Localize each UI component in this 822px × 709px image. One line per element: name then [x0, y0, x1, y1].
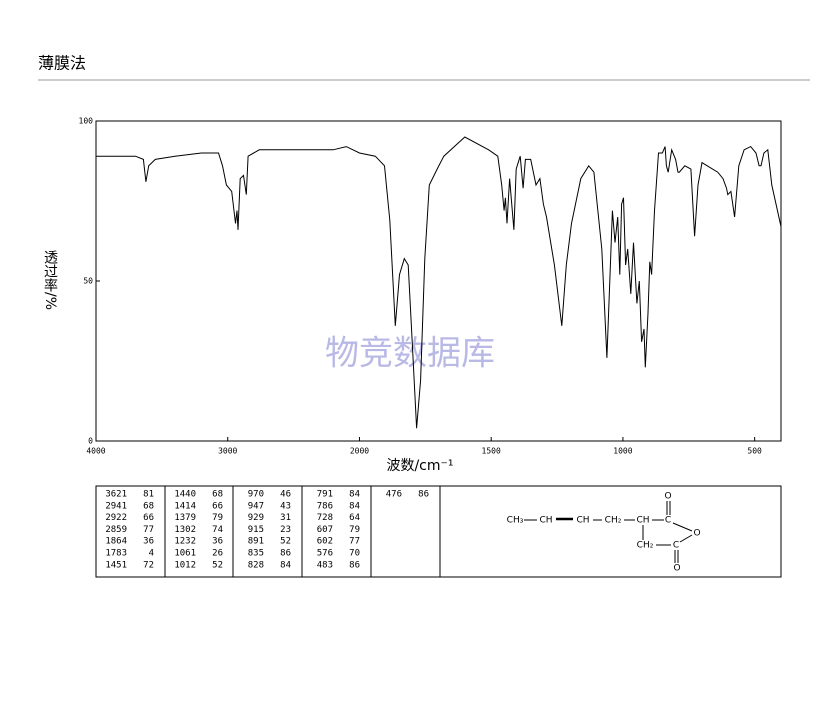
- x-tick-label: 3000: [218, 447, 237, 456]
- peak-transmittance: 66: [212, 501, 223, 511]
- peak-wavenumber: 2859: [105, 525, 127, 535]
- peak-transmittance: 52: [212, 560, 223, 570]
- x-tick-label: 1000: [613, 447, 632, 456]
- peak-transmittance: 86: [280, 549, 291, 559]
- peak-wavenumber: 1012: [174, 560, 196, 570]
- peak-wavenumber: 602: [317, 537, 333, 547]
- peak-table: 3621 81 2941 68 2922 66 2859 77 1864 36 1783 4 1451 7…: [95, 485, 782, 578]
- peak-transmittance: 23: [280, 525, 291, 535]
- y-tick-label: 50: [83, 277, 93, 286]
- peak-transmittance: 68: [212, 490, 223, 500]
- peak-transmittance: 74: [212, 525, 223, 535]
- peak-wavenumber: 1414: [174, 501, 196, 511]
- peak-wavenumber: 1451: [105, 560, 127, 570]
- x-tick-label: 1500: [482, 447, 501, 456]
- peak-transmittance: 4: [149, 549, 154, 559]
- peak-wavenumber: 2922: [105, 513, 127, 523]
- spectrum-line: [96, 136, 782, 429]
- peak-wavenumber: 786: [317, 501, 333, 511]
- y-tick-label: 0: [88, 437, 93, 446]
- peak-transmittance: 36: [143, 537, 154, 547]
- peak-wavenumber: 1379: [174, 513, 196, 523]
- structure-atom: O: [693, 529, 700, 539]
- structure-atom: CH₂: [637, 541, 654, 551]
- peak-transmittance: 36: [212, 537, 223, 547]
- peak-transmittance: 77: [143, 525, 154, 535]
- structure-atom: CH₃: [507, 516, 524, 526]
- peak-wavenumber: 791: [317, 490, 333, 500]
- peak-wavenumber: 576: [317, 549, 333, 559]
- structure-atom: CH: [539, 516, 552, 526]
- peak-wavenumber: 947: [248, 501, 264, 511]
- structure-atom: CH₂: [605, 516, 622, 526]
- plot-frame: [95, 120, 782, 442]
- peak-transmittance: 84: [349, 501, 360, 511]
- peak-transmittance: 52: [280, 537, 291, 547]
- structure-bonds: [524, 501, 693, 563]
- peak-transmittance: 84: [349, 490, 360, 500]
- peak-transmittance: 77: [349, 537, 360, 547]
- peak-wavenumber: 1783: [105, 549, 127, 559]
- peak-transmittance: 79: [212, 513, 223, 523]
- y-tick-label: 100: [79, 117, 94, 126]
- structure-atom: CH: [636, 516, 649, 526]
- x-axis-label: 波数/cm⁻¹: [386, 458, 453, 474]
- peak-wavenumber: 483: [317, 560, 333, 570]
- x-tick-label: 500: [747, 447, 762, 456]
- peak-wavenumber: 828: [248, 560, 264, 570]
- peak-transmittance: 72: [143, 560, 154, 570]
- peak-wavenumber: 1061: [174, 549, 196, 559]
- peak-wavenumber: 3621: [105, 490, 127, 500]
- peak-wavenumber: 1232: [174, 537, 196, 547]
- peak-wavenumber: 891: [248, 537, 264, 547]
- page-title: 薄膜法: [38, 54, 86, 73]
- watermark: 物竞数据库: [325, 334, 495, 374]
- bond: [679, 534, 693, 543]
- table-frame: [95, 485, 782, 578]
- peak-transmittance: 26: [212, 549, 223, 559]
- peak-wavenumber: 476: [386, 490, 402, 500]
- peak-wavenumber: 915: [248, 525, 264, 535]
- peak-transmittance: 81: [143, 490, 154, 500]
- peak-transmittance: 70: [349, 549, 360, 559]
- structure-atom: O: [664, 492, 671, 502]
- peak-transmittance: 31: [280, 513, 291, 523]
- structure-atom: C: [665, 516, 671, 526]
- structure-atom: O: [673, 564, 680, 574]
- x-tick-label: 2000: [350, 447, 369, 456]
- structure-atom: C: [673, 541, 679, 551]
- peak-transmittance: 79: [349, 525, 360, 535]
- peak-transmittance: 86: [349, 560, 360, 570]
- peak-wavenumber: 2941: [105, 501, 127, 511]
- peak-wavenumber: 1864: [105, 537, 127, 547]
- peak-wavenumber: 607: [317, 525, 333, 535]
- peak-transmittance: 68: [143, 501, 154, 511]
- peak-transmittance: 86: [418, 490, 429, 500]
- peak-transmittance: 43: [280, 501, 291, 511]
- x-tick-label: 4000: [86, 447, 105, 456]
- peak-transmittance: 66: [143, 513, 154, 523]
- peak-wavenumber: 835: [248, 549, 264, 559]
- peak-wavenumber: 1440: [174, 490, 196, 500]
- peak-wavenumber: 728: [317, 513, 333, 523]
- peak-wavenumber: 970: [248, 490, 264, 500]
- y-axis-label: 透过率/%: [42, 250, 58, 310]
- peak-wavenumber: 1302: [174, 525, 196, 535]
- bond: [672, 522, 693, 532]
- structure-atom: CH: [576, 516, 589, 526]
- peak-wavenumber: 929: [248, 513, 264, 523]
- peak-transmittance: 46: [280, 490, 291, 500]
- peak-transmittance: 84: [280, 560, 291, 570]
- peak-transmittance: 64: [349, 513, 360, 523]
